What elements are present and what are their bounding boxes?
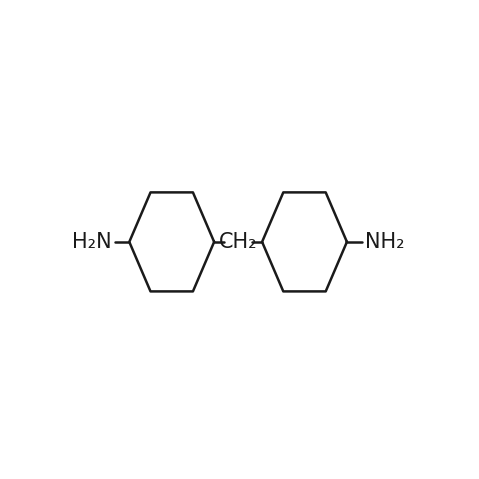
Text: CH₂: CH₂ <box>219 232 257 252</box>
Text: NH₂: NH₂ <box>365 232 404 252</box>
Text: H₂N: H₂N <box>72 232 112 252</box>
